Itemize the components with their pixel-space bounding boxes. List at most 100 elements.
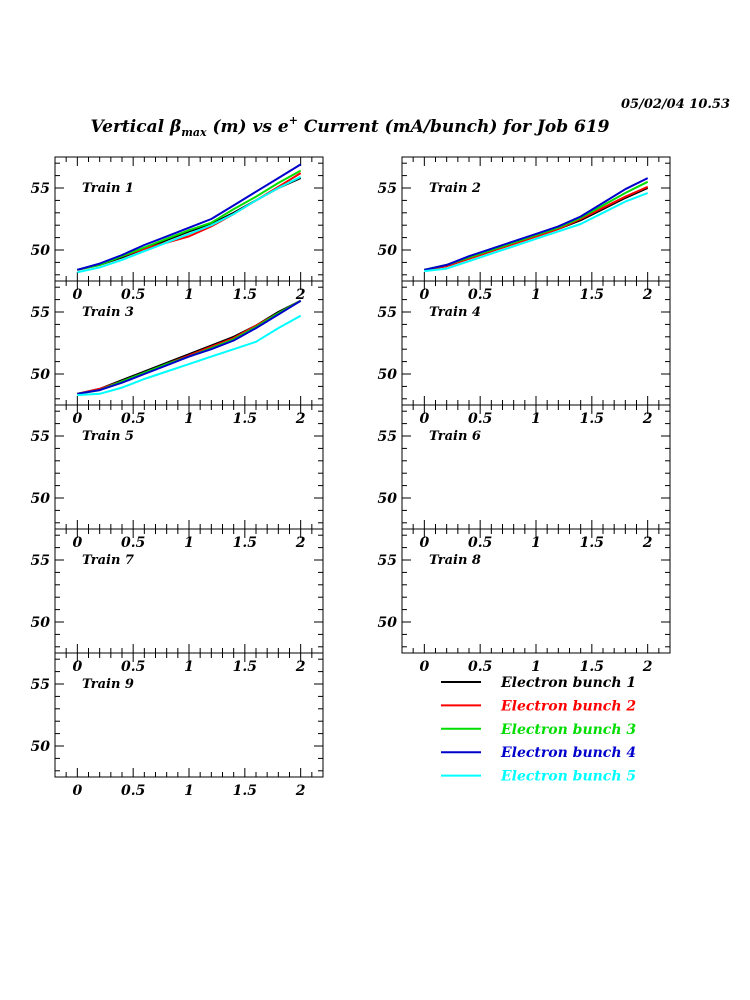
x-tick-label: 0.5: [121, 287, 145, 303]
x-tick-label: 1: [531, 287, 541, 303]
title-prefix: Vertical: [91, 117, 170, 137]
panel-train-8: 50 55 0 0.5 1 1.5 2 Train 8: [378, 528, 671, 675]
train-label: Train 9: [82, 677, 134, 692]
series-line-bunch-2: [424, 185, 649, 271]
train-label: Train 7: [82, 553, 134, 568]
x-tick-label: 0: [419, 535, 429, 551]
x-tick-label: 2: [295, 659, 306, 675]
legend-label: Electron bunch 5: [500, 769, 636, 785]
legend-item-bunch-1: Electron bunch 1: [441, 675, 636, 691]
panel-train-2: 50 55 0 0.5 1 1.5 2 Train 2: [378, 156, 671, 303]
panel-train-7: 50 55 0 0.5 1 1.5 2 Train 7: [31, 528, 324, 675]
y-tick-label: 50: [31, 491, 51, 507]
x-tick-label: 0: [72, 535, 82, 551]
title-beta-subscript: max: [181, 126, 207, 139]
x-tick-label: 2: [295, 411, 306, 427]
y-tick-label: 55: [378, 305, 397, 321]
train-label: Train 5: [82, 429, 134, 444]
x-tick-label: 1: [184, 659, 194, 675]
series-line-bunch-5: [77, 314, 302, 397]
x-tick-label: 0: [419, 659, 429, 675]
y-tick-label: 50: [31, 615, 51, 631]
x-tick-label: 2: [295, 783, 306, 799]
y-tick-label: 55: [378, 429, 397, 445]
legend-item-bunch-5: Electron bunch 5: [441, 769, 636, 785]
x-tick-label: 1: [184, 287, 194, 303]
x-tick-label: 0: [72, 783, 82, 799]
x-tick-label: 0.5: [468, 535, 492, 551]
x-tick-label: 0: [72, 287, 82, 303]
panel-grid: 50 55 0 0.5 1 1.5 2 Train 1 50 55 0 0.5 1 1.5 2 Train 2…: [31, 156, 671, 799]
x-tick-label: 0.5: [121, 659, 145, 675]
y-tick-label: 50: [31, 243, 51, 259]
legend-item-bunch-3: Electron bunch 3: [441, 722, 636, 738]
x-tick-label: 1: [184, 783, 194, 799]
x-tick-label: 1: [184, 411, 194, 427]
series-line-bunch-3: [77, 169, 302, 271]
legend-label: Electron bunch 1: [500, 675, 636, 691]
title-suffix: Current (mA/bunch) for Job 619: [298, 117, 610, 137]
train-label: Train 4: [429, 305, 481, 320]
panel-frame: [401, 156, 671, 282]
y-tick-label: 50: [31, 367, 51, 383]
legend-label: Electron bunch 3: [500, 722, 636, 738]
train-label: Train 8: [429, 553, 481, 568]
x-tick-label: 0.5: [121, 535, 145, 551]
y-tick-label: 55: [31, 553, 50, 569]
y-tick-label: 55: [378, 181, 397, 197]
panel-train-6: 50 55 0 0.5 1 1.5 2 Train 6: [378, 404, 671, 551]
x-tick-label: 1.5: [580, 659, 604, 675]
x-tick-label: 2: [295, 535, 306, 551]
series-line-bunch-4: [77, 163, 302, 271]
y-tick-label: 55: [31, 181, 50, 197]
title-middle: (m) vs e: [207, 117, 289, 137]
title-beta-symbol: β: [169, 117, 181, 137]
x-tick-label: 1: [531, 411, 541, 427]
legend-label: Electron bunch 4: [500, 745, 636, 761]
panel-train-4: 50 55 0 0.5 1 1.5 2 Train 4: [378, 280, 671, 427]
legend-item-bunch-4: Electron bunch 4: [441, 745, 636, 761]
x-tick-label: 1.5: [580, 411, 604, 427]
train-label: Train 1: [82, 181, 134, 196]
x-tick-label: 1.5: [580, 287, 604, 303]
series-line-bunch-5: [77, 175, 302, 274]
x-tick-label: 1.5: [233, 783, 257, 799]
y-tick-label: 50: [31, 739, 51, 755]
y-tick-label: 50: [378, 243, 398, 259]
panel-train-9: 50 55 0 0.5 1 1.5 2 Train 9: [31, 652, 324, 799]
y-tick-label: 55: [31, 429, 50, 445]
legend-label: Electron bunch 2: [500, 698, 636, 714]
y-tick-label: 50: [378, 367, 398, 383]
y-tick-label: 55: [378, 553, 397, 569]
y-tick-label: 50: [378, 615, 398, 631]
title-superscript: +: [289, 114, 298, 127]
series-line-bunch-4: [424, 177, 649, 271]
x-tick-label: 1.5: [233, 535, 257, 551]
train-label: Train 3: [82, 305, 134, 320]
x-tick-label: 1.5: [233, 411, 257, 427]
train-label: Train 2: [429, 181, 481, 196]
x-tick-label: 2: [642, 659, 653, 675]
x-tick-label: 1.5: [233, 287, 257, 303]
x-tick-label: 0.5: [121, 783, 145, 799]
train-label: Train 6: [429, 429, 481, 444]
x-tick-label: 2: [642, 287, 653, 303]
x-tick-label: 1: [184, 535, 194, 551]
series-line-bunch-5: [424, 192, 649, 273]
x-tick-label: 2: [642, 411, 653, 427]
x-tick-label: 0: [72, 411, 82, 427]
chart-title: Vertical βmax (m) vs e+ Current (mA/bunc…: [91, 114, 610, 139]
x-tick-label: 0: [419, 287, 429, 303]
y-tick-label: 55: [31, 305, 50, 321]
x-tick-label: 0.5: [468, 287, 492, 303]
x-tick-label: 1.5: [233, 659, 257, 675]
x-tick-label: 1.5: [580, 535, 604, 551]
y-tick-label: 50: [378, 491, 398, 507]
x-tick-label: 0.5: [468, 411, 492, 427]
timestamp: 05/02/04 10.53: [621, 97, 730, 112]
y-tick-label: 55: [31, 677, 50, 693]
x-tick-label: 1: [531, 535, 541, 551]
x-tick-label: 1: [531, 659, 541, 675]
legend-item-bunch-2: Electron bunch 2: [441, 698, 636, 714]
